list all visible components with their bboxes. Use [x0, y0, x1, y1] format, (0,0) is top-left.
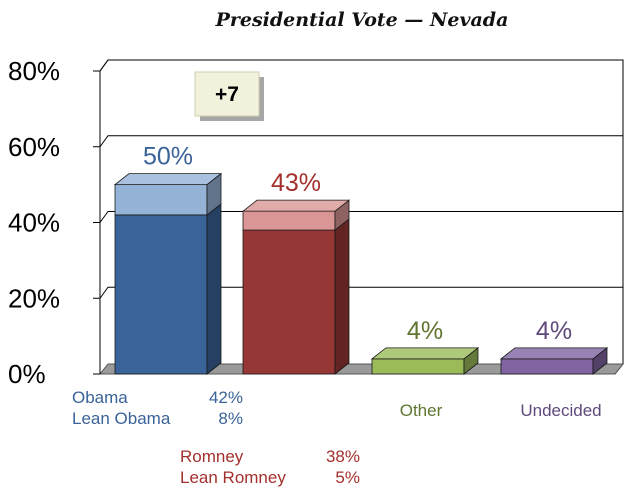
y-tick-label: 0%: [8, 359, 46, 389]
gridline: [99, 59, 623, 72]
category-label-other: Other: [400, 401, 443, 420]
bar-top-face: [113, 173, 223, 186]
y-tick-label: 80%: [8, 56, 60, 86]
bar-top-face: [370, 347, 480, 360]
bar-top-face: [241, 199, 351, 212]
bar-segment-side: [334, 218, 350, 375]
y-axis-ticks: 0% 20% 40% 60% 80%: [8, 56, 100, 389]
bar-segment-other: [371, 358, 465, 375]
margin-badge-text: +7: [215, 83, 239, 106]
category-value-romney: 38%: [326, 447, 360, 466]
gridline: [99, 211, 623, 223]
bar-obama: [113, 172, 223, 375]
category-labels: Obama 42% Lean Obama 8% Romney 38% Lean Romney…: [72, 388, 602, 487]
category-label-lean-romney: Lean Romney: [180, 468, 286, 487]
bar-romney: [241, 199, 351, 375]
bar-undecided: [499, 347, 609, 375]
bar-segment-side: [206, 203, 222, 375]
gridlines: [99, 59, 623, 299]
bar-other: [370, 347, 480, 375]
bar-segment-lean-romney: [242, 210, 336, 231]
margin-badge-box: [194, 71, 260, 117]
bar-top-face: [499, 347, 609, 360]
y-tick-label: 60%: [8, 132, 60, 162]
bar-segment-lean-obama: [114, 184, 208, 216]
category-value-lean-romney: 5%: [335, 468, 360, 487]
data-label-undecided: 4%: [536, 317, 572, 345]
bars: [113, 172, 609, 375]
category-value-lean-obama: 8%: [218, 409, 243, 428]
bar-segment-romney: [242, 229, 336, 375]
data-label-obama: 50%: [143, 143, 193, 171]
category-value-obama: 42%: [209, 388, 243, 407]
data-label-other: 4%: [407, 317, 443, 345]
category-label-obama: Obama: [72, 388, 128, 407]
bar-segment-undecided: [500, 358, 594, 375]
gridline: [99, 135, 623, 148]
data-label-romney: 43%: [271, 169, 321, 197]
category-label-lean-obama: Lean Obama: [72, 409, 171, 428]
data-labels: 50% 43% 4% 4%: [143, 143, 572, 345]
margin-badge: +7: [194, 71, 264, 121]
gridline: [99, 286, 623, 299]
category-label-undecided: Undecided: [520, 401, 601, 420]
bar-segment-obama: [114, 214, 208, 375]
category-label-romney: Romney: [180, 447, 244, 466]
chart-title: Presidential Vote — Nevada: [215, 9, 509, 31]
y-tick-label: 20%: [8, 283, 60, 313]
y-tick-label: 40%: [8, 208, 60, 238]
